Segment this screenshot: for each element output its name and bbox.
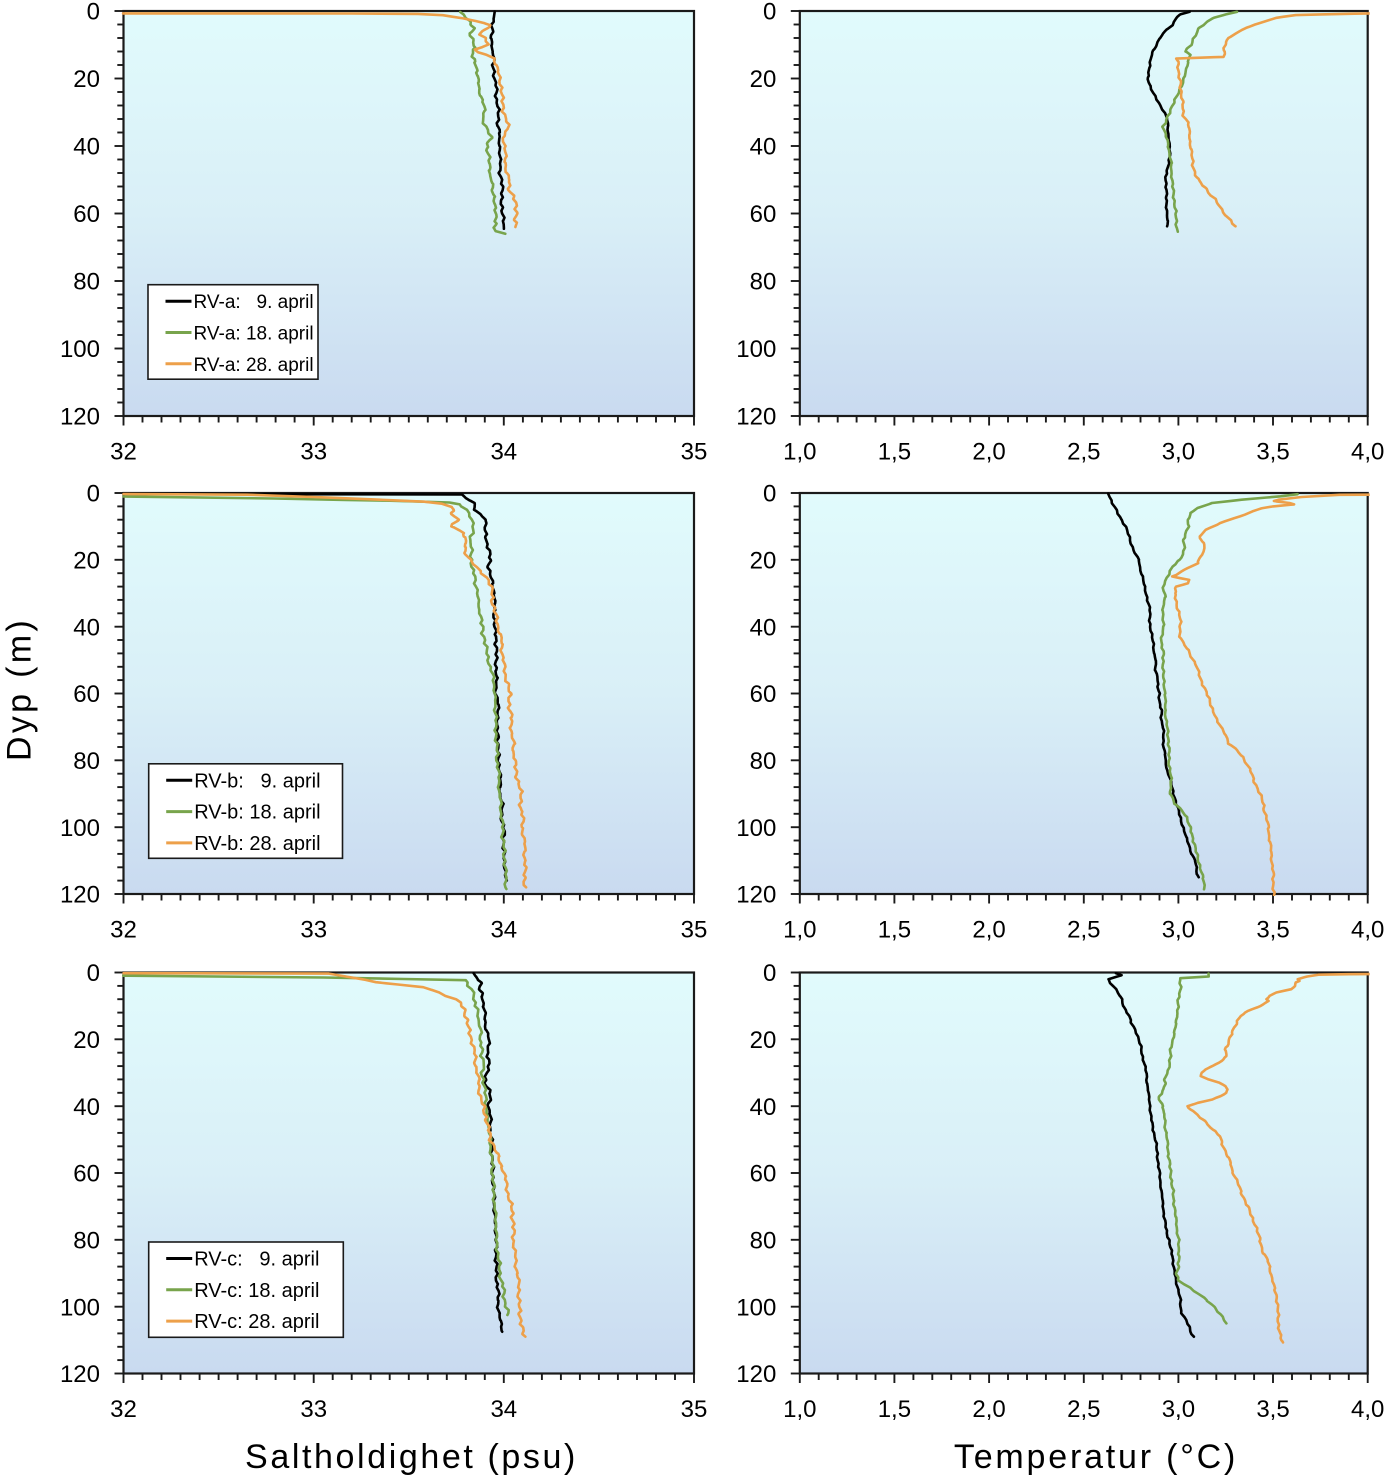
svg-text:60: 60 — [73, 201, 100, 228]
svg-text:33: 33 — [300, 1396, 327, 1423]
svg-text:33: 33 — [300, 917, 327, 944]
svg-text:20: 20 — [73, 1027, 100, 1054]
svg-text:60: 60 — [750, 1161, 777, 1188]
svg-text:34: 34 — [490, 1396, 517, 1423]
svg-text:2,0: 2,0 — [972, 439, 1005, 466]
svg-text:3,0: 3,0 — [1162, 439, 1195, 466]
svg-text:RV-c: 9. april: RV-c: 9. april — [194, 1249, 319, 1271]
svg-text:40: 40 — [73, 1094, 100, 1121]
svg-text:100: 100 — [736, 1294, 776, 1321]
svg-text:1,0: 1,0 — [783, 1396, 816, 1423]
svg-text:1,5: 1,5 — [878, 439, 911, 466]
svg-text:RV-a: 28. april: RV-a: 28. april — [194, 355, 314, 376]
svg-text:60: 60 — [73, 1161, 100, 1188]
svg-text:0: 0 — [763, 960, 776, 987]
svg-text:1,0: 1,0 — [783, 439, 816, 466]
svg-text:40: 40 — [750, 134, 777, 161]
svg-text:2,5: 2,5 — [1067, 1396, 1100, 1423]
svg-text:0: 0 — [763, 481, 776, 508]
svg-text:2,5: 2,5 — [1067, 439, 1100, 466]
svg-text:1,5: 1,5 — [878, 917, 911, 944]
svg-text:3,0: 3,0 — [1162, 1396, 1195, 1423]
svg-text:RV-a: 18. april: RV-a: 18. april — [194, 324, 314, 345]
svg-text:3,5: 3,5 — [1256, 1396, 1289, 1423]
svg-text:120: 120 — [60, 882, 100, 909]
svg-text:Dyp (m): Dyp (m) — [1, 617, 39, 761]
svg-text:0: 0 — [763, 0, 776, 26]
svg-text:3,5: 3,5 — [1256, 439, 1289, 466]
svg-text:80: 80 — [73, 748, 100, 775]
svg-text:0: 0 — [87, 960, 100, 987]
svg-text:32: 32 — [110, 1396, 137, 1423]
svg-text:120: 120 — [736, 882, 776, 909]
svg-text:35: 35 — [681, 1396, 708, 1423]
svg-text:35: 35 — [681, 917, 708, 944]
svg-text:100: 100 — [736, 336, 776, 363]
svg-text:0: 0 — [87, 481, 100, 508]
svg-text:120: 120 — [736, 1361, 776, 1388]
svg-text:20: 20 — [750, 66, 777, 93]
svg-text:20: 20 — [73, 66, 100, 93]
svg-text:0: 0 — [87, 0, 100, 26]
svg-text:35: 35 — [681, 439, 708, 466]
svg-text:33: 33 — [300, 439, 327, 466]
svg-text:60: 60 — [73, 681, 100, 708]
svg-text:40: 40 — [750, 1094, 777, 1121]
svg-text:Saltholdighet (psu): Saltholdighet (psu) — [245, 1438, 578, 1476]
svg-text:RV-b: 28. april: RV-b: 28. april — [194, 833, 320, 855]
svg-text:120: 120 — [736, 404, 776, 431]
svg-text:4,0: 4,0 — [1351, 439, 1384, 466]
svg-text:60: 60 — [750, 201, 777, 228]
svg-text:40: 40 — [73, 134, 100, 161]
svg-text:100: 100 — [60, 336, 100, 363]
svg-text:34: 34 — [490, 439, 517, 466]
svg-text:20: 20 — [73, 547, 100, 574]
svg-text:RV-c: 28. april: RV-c: 28. april — [194, 1311, 319, 1333]
svg-text:2,5: 2,5 — [1067, 917, 1100, 944]
svg-text:3,0: 3,0 — [1162, 917, 1195, 944]
svg-text:80: 80 — [750, 748, 777, 775]
svg-text:1,5: 1,5 — [878, 1396, 911, 1423]
svg-text:2,0: 2,0 — [972, 917, 1005, 944]
svg-text:34: 34 — [490, 917, 517, 944]
svg-text:60: 60 — [750, 681, 777, 708]
svg-text:20: 20 — [750, 547, 777, 574]
svg-text:4,0: 4,0 — [1351, 1396, 1384, 1423]
svg-text:100: 100 — [736, 815, 776, 842]
svg-text:32: 32 — [110, 439, 137, 466]
svg-text:80: 80 — [73, 1227, 100, 1254]
svg-text:20: 20 — [750, 1027, 777, 1054]
svg-text:80: 80 — [73, 269, 100, 296]
svg-text:RV-b: 9. april: RV-b: 9. april — [194, 770, 320, 792]
svg-text:Temperatur (°C): Temperatur (°C) — [954, 1438, 1238, 1476]
svg-text:RV-c: 18. april: RV-c: 18. april — [194, 1280, 319, 1302]
svg-text:100: 100 — [60, 815, 100, 842]
svg-text:80: 80 — [750, 269, 777, 296]
svg-text:1,0: 1,0 — [783, 917, 816, 944]
svg-text:4,0: 4,0 — [1351, 917, 1384, 944]
svg-text:RV-b: 18. april: RV-b: 18. april — [194, 802, 320, 824]
svg-text:2,0: 2,0 — [972, 1396, 1005, 1423]
svg-text:80: 80 — [750, 1227, 777, 1254]
svg-text:3,5: 3,5 — [1256, 917, 1289, 944]
svg-text:40: 40 — [73, 614, 100, 641]
svg-text:RV-a: 9. april: RV-a: 9. april — [194, 292, 314, 313]
svg-text:120: 120 — [60, 1361, 100, 1388]
svg-text:120: 120 — [60, 404, 100, 431]
svg-text:100: 100 — [60, 1294, 100, 1321]
svg-text:32: 32 — [110, 917, 137, 944]
svg-text:40: 40 — [750, 614, 777, 641]
